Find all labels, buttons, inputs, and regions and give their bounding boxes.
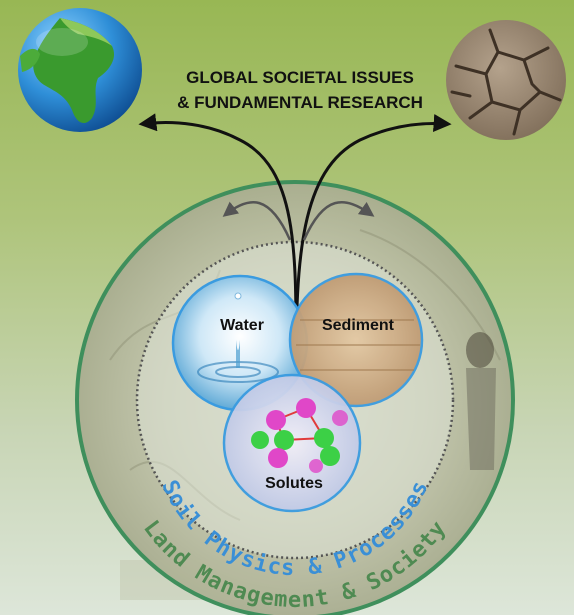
title-line-1: GLOBAL SOCIETAL ISSUES <box>186 68 414 87</box>
inner-ring-dotted <box>135 240 455 560</box>
solutes-label: Solutes <box>265 475 323 492</box>
arrow-to-globe <box>138 113 298 376</box>
title-line-2: & FUNDAMENTAL RESEARCH <box>177 93 423 112</box>
sediment-label: Sediment <box>322 317 395 334</box>
molecule-icon <box>251 398 348 473</box>
sediment-circle <box>288 272 424 408</box>
ground-patch <box>120 560 300 600</box>
cracked-soil-icon <box>446 20 566 140</box>
gray-arrow-right <box>302 201 375 241</box>
farmer-head <box>466 332 494 368</box>
solutes-circle <box>222 373 362 513</box>
globe-icon <box>18 8 142 132</box>
outer-ring-border <box>75 180 515 615</box>
gray-arrows <box>222 201 375 241</box>
arrow-to-soil <box>294 113 452 376</box>
gray-arrow-left <box>222 201 292 241</box>
water-label: Water <box>220 317 264 334</box>
venn-circles <box>171 272 424 513</box>
farmer-body <box>466 368 496 470</box>
